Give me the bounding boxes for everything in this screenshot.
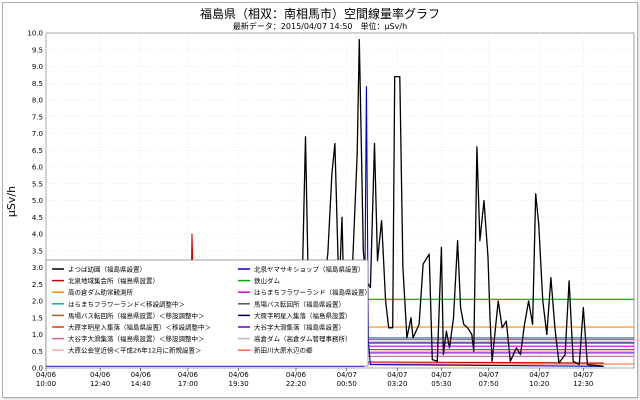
x-tick-date: 04/06 (90, 371, 111, 379)
y-tick-label: 4.0 (32, 231, 43, 239)
y-tick-label: 5.5 (32, 180, 43, 188)
x-tick-date: 04/06 (178, 371, 199, 379)
axes: 0.0 0.5 1.0 1.5 2.0 2.5 3.0 3.5 4.0 4.5 5.0 5.5 6.0 6… (27, 30, 593, 389)
y-tick-label: 8.5 (32, 80, 43, 88)
x-tick-date: 04/06 (229, 371, 250, 379)
legend: よつば幼園（福島県設置） 北泉ヤマサキショップ（福島県設置） 北泉地域集会所（福島県… (45, 259, 371, 367)
x-tick-date: 04/07 (479, 371, 499, 379)
legend-label: はらまちフラワーランド＜移設調整中＞ (68, 299, 185, 308)
y-tick-label: 2.5 (32, 281, 43, 289)
y-tick-label: 9.0 (32, 63, 43, 71)
legend-label: 大谷字大滑集落（福島県設置） (254, 323, 345, 332)
x-tick-date: 04/06 (131, 371, 152, 379)
x-tick-time: 03:20 (387, 380, 407, 388)
y-tick-label: 8.0 (32, 97, 43, 105)
x-tick-time: 10:20 (529, 380, 549, 388)
x-tick-time: 07:50 (479, 380, 499, 388)
x-tick-time: 17:00 (178, 380, 198, 388)
y-tick-label: 9.5 (32, 46, 43, 54)
x-tick-date: 04/07 (431, 371, 451, 379)
legend-label: 新田川大原水辺の郷 (254, 346, 313, 355)
legend-label: 大谷字大滑集落（福島県設置）＜移設調整中＞ (68, 334, 205, 343)
y-tick-label: 7.5 (32, 113, 43, 121)
legend-box (45, 259, 369, 367)
legend-label: 高の倉ダム助常観測所 (68, 288, 134, 297)
x-tick-date: 04/07 (337, 371, 357, 379)
chart-title: 福島県（相双：南相馬市）空間線量率グラフ (199, 7, 440, 21)
x-tick-time: 12:30 (573, 380, 593, 388)
y-tick-label: 3.5 (32, 247, 43, 255)
x-tick-time: 19:30 (229, 380, 249, 388)
legend-label: 大原字明星入集落（福島県設置） (254, 311, 352, 320)
x-tick-time: 05:30 (431, 380, 451, 388)
legend-label: よつば幼園（福島県設置） (68, 265, 146, 274)
legend-label: 鉄山ダム (254, 276, 281, 285)
y-tick-label: 6.0 (32, 164, 43, 172)
y-tick-label: 5.0 (32, 197, 43, 205)
y-tick-label: 10.0 (27, 30, 43, 38)
legend-label: 北泉地域集会所（福島県設置） (68, 276, 159, 285)
y-tick-label: 0.5 (32, 348, 43, 356)
y-tick-label: 7.0 (32, 130, 43, 138)
chart-subtitle: 最新データ：2015/04/07 14:50 単位：μSv/h (232, 22, 408, 31)
x-tick-time: 00:50 (337, 380, 357, 388)
x-tick-time: 14:40 (131, 380, 151, 388)
y-tick-label: 3.0 (32, 264, 43, 272)
y-tick-label: 0.0 (32, 365, 43, 373)
x-tick-date: 04/06 (286, 371, 307, 379)
legend-label: 馬場バス転回所（福島県設置） (254, 299, 345, 308)
legend-label: 馬場バス転回所（福島県設置）＜移設調整中＞ (68, 311, 205, 320)
y-tick-label: 6.5 (32, 147, 43, 155)
x-tick-date: 04/07 (387, 371, 407, 379)
y-tick-label: 1.0 (32, 331, 43, 339)
x-tick-date: 04/07 (573, 371, 593, 379)
y-tick-label: 1.5 (32, 314, 43, 322)
y-tick-label: 4.5 (32, 214, 43, 222)
x-tick-date: 04/06 (36, 371, 57, 379)
x-tick-time: 22:20 (286, 380, 306, 388)
legend-label: 大原公会堂近傍＜平成26年12月に新規設置＞ (68, 346, 202, 355)
legend-label: 高倉ダム（高倉ダム管理事務所） (254, 334, 352, 343)
legend-label: 大原字明星入集落（福島県設置）＜移設調整中＞ (68, 323, 211, 332)
legend-label: 北泉ヤマサキショップ（福島県設置） (254, 265, 365, 274)
legend-label: はらまちフラワーランド（福島県設置） (254, 288, 371, 297)
x-tick-time: 10:00 (36, 380, 56, 388)
y-tick-label: 2.0 (32, 298, 43, 306)
x-tick-date: 04/07 (529, 371, 549, 379)
x-tick-time: 12:40 (90, 380, 110, 388)
